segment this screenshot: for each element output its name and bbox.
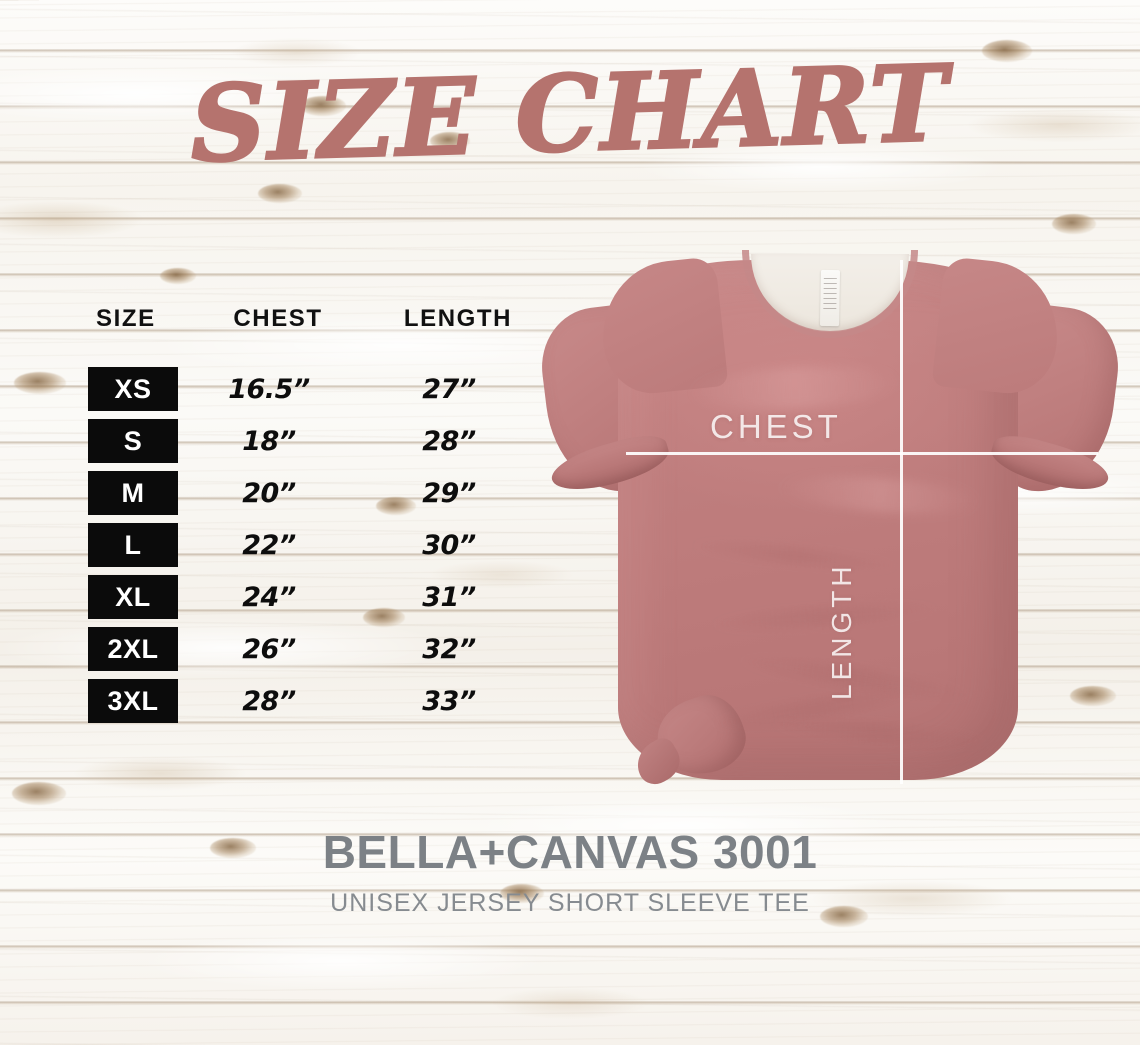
chest-value: 22” xyxy=(242,529,296,561)
wood-knot-icon xyxy=(160,268,196,284)
table-row: XS 16.5” 27” xyxy=(88,367,558,411)
size-badge: S xyxy=(88,419,178,463)
length-value: 29” xyxy=(422,477,476,509)
brand-name: BELLA+CANVAS 3001 xyxy=(322,826,818,878)
table-row: 2XL 26” 32” xyxy=(88,627,558,671)
chest-measure-line xyxy=(626,452,1098,455)
chest-value: 24” xyxy=(242,581,296,613)
wood-knot-icon xyxy=(500,884,544,903)
table-header-row: SIZE CHEST LENGTH xyxy=(88,305,558,345)
wood-knot-icon xyxy=(820,906,868,927)
wood-knot-icon xyxy=(363,608,405,627)
tshirt-brand-label xyxy=(820,269,840,327)
size-badge: XL xyxy=(88,575,178,619)
size-badge: XS xyxy=(88,367,178,411)
table-row: L 22” 30” xyxy=(88,523,558,567)
chest-value: 26” xyxy=(242,633,296,665)
wood-knot-icon xyxy=(1070,686,1116,706)
wood-knot-icon xyxy=(300,96,346,116)
chest-value: 16.5” xyxy=(228,373,310,405)
table-row: M 20” 29” xyxy=(88,471,558,515)
wood-knot-icon xyxy=(258,184,302,203)
length-value: 27” xyxy=(422,373,476,405)
length-value: 30” xyxy=(422,529,476,561)
product-info: BELLA+CANVAS 3001 UNISEX JERSEY SHORT SL… xyxy=(0,828,1140,918)
length-value: 33” xyxy=(422,685,476,717)
table-row: S 18” 28” xyxy=(88,419,558,463)
wood-knot-icon xyxy=(210,838,256,858)
chest-value: 28” xyxy=(242,685,296,717)
column-header-length: LENGTH xyxy=(403,305,513,332)
wood-knot-icon xyxy=(982,40,1032,62)
size-badge: 2XL xyxy=(88,627,178,671)
wood-knot-icon xyxy=(1052,214,1096,234)
wood-knot-icon xyxy=(376,497,416,515)
length-measure-line xyxy=(900,260,903,784)
wood-knot-icon xyxy=(12,782,66,805)
length-value: 31” xyxy=(422,581,476,613)
size-badge: 3XL xyxy=(88,679,178,723)
chest-value: 18” xyxy=(242,425,296,457)
table-body: XS 16.5” 27” S 18” 28” M 20” 29” L 22” 3… xyxy=(88,367,558,723)
wood-knot-icon xyxy=(430,132,470,150)
product-subtitle: UNISEX JERSEY SHORT SLEEVE TEE xyxy=(330,888,810,917)
wood-knot-icon xyxy=(14,372,66,394)
size-badge: L xyxy=(88,523,178,567)
column-header-chest: CHEST xyxy=(233,305,323,332)
length-value: 32” xyxy=(422,633,476,665)
chest-measure-label: CHEST xyxy=(710,408,842,445)
size-table: SIZE CHEST LENGTH XS 16.5” 27” S 18” 28”… xyxy=(88,305,558,731)
table-row: XL 24” 31” xyxy=(88,575,558,619)
tshirt-image: CHEST LENGTH xyxy=(535,248,1125,791)
length-value: 28” xyxy=(422,425,476,457)
table-row: 3XL 28” 33” xyxy=(88,679,558,723)
column-header-size: SIZE xyxy=(96,305,156,332)
chest-value: 20” xyxy=(242,477,296,509)
size-badge: M xyxy=(88,471,178,515)
length-measure-label: LENGTH xyxy=(826,562,857,700)
